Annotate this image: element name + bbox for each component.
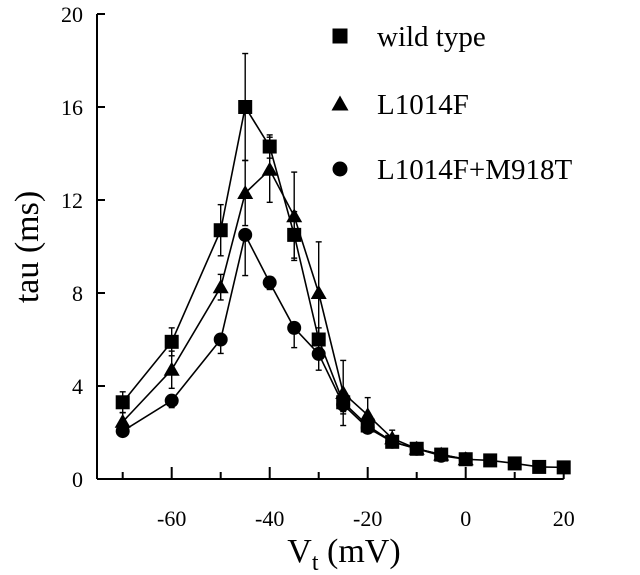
square-marker <box>532 459 547 474</box>
circle-marker <box>385 434 400 449</box>
x-tick-label: -20 <box>353 506 382 531</box>
circle-marker <box>262 275 277 290</box>
square-marker <box>483 453 498 468</box>
triangle-marker <box>114 413 131 428</box>
circle-marker <box>287 320 302 335</box>
square-marker <box>115 395 130 410</box>
square-marker <box>556 460 571 475</box>
y-tick-label: 8 <box>72 281 83 306</box>
y-tick-label: 0 <box>72 467 83 492</box>
legend-item: L1014F+M918T <box>332 154 572 186</box>
legend-item: wild type <box>332 21 486 53</box>
y-tick-label: 20 <box>61 2 83 27</box>
square-marker <box>164 334 179 349</box>
x-tick-label: -60 <box>157 506 186 531</box>
triangle-marker <box>212 279 229 294</box>
triangle-marker <box>310 285 327 299</box>
y-tick-label: 12 <box>61 188 83 213</box>
x-tick-label: -40 <box>255 506 284 531</box>
circle-marker <box>332 161 348 177</box>
legend: wild type L1014F L1014F+M918T <box>331 21 572 186</box>
triangle-marker <box>163 361 180 376</box>
legend-label: L1014F <box>377 89 469 121</box>
square-marker <box>332 28 348 44</box>
triangle-marker <box>359 407 376 422</box>
data-marks <box>114 52 571 475</box>
square-marker <box>507 456 522 471</box>
circle-marker <box>164 393 179 408</box>
circle-marker <box>115 424 130 439</box>
triangle-marker <box>331 95 349 111</box>
circle-marker <box>336 397 351 412</box>
axes: 0 4 8 12 16 20 -60 -40 -20 0 20 <box>61 2 575 531</box>
y-tick-label: 16 <box>61 95 83 120</box>
circle-marker <box>409 441 424 456</box>
circle-marker <box>213 332 228 347</box>
series-circle <box>115 227 473 467</box>
y-axis-label: tau (ms) <box>9 191 46 303</box>
legend-item: L1014F <box>331 89 469 121</box>
x-tick-label: 20 <box>553 506 575 531</box>
circle-marker <box>458 452 473 467</box>
x-axis-label: Vt (mV) <box>287 533 400 575</box>
triangle-marker <box>237 185 254 200</box>
x-tick-label: 0 <box>460 506 471 531</box>
circle-marker <box>238 227 253 242</box>
series-triangle <box>114 136 474 466</box>
circle-marker <box>434 448 449 463</box>
square-marker <box>238 100 253 114</box>
circle-marker <box>360 420 375 435</box>
y-tick-label: 4 <box>72 374 83 399</box>
circle-marker <box>311 346 326 361</box>
legend-label: wild type <box>377 21 486 53</box>
square-marker <box>213 223 228 238</box>
triangle-marker <box>261 161 278 176</box>
legend-label: L1014F+M918T <box>377 154 572 186</box>
triangle-marker <box>286 208 303 223</box>
